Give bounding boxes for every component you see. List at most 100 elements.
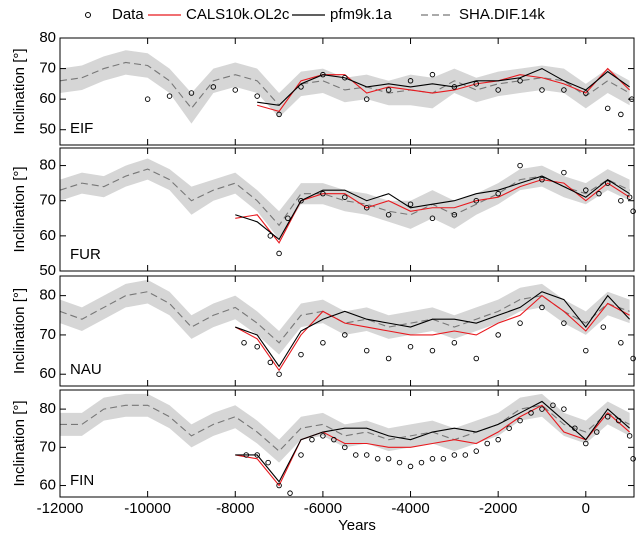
data-point bbox=[320, 190, 326, 197]
data-point bbox=[385, 456, 392, 462]
data-point bbox=[396, 459, 403, 466]
data-point bbox=[210, 84, 217, 90]
data-point bbox=[144, 96, 151, 102]
data-point bbox=[495, 190, 501, 197]
y-axis-label: Inclination [°] bbox=[11, 48, 28, 134]
model-line bbox=[59, 61, 630, 110]
data-point bbox=[583, 187, 589, 193]
y-axis-label: Inclination [°] bbox=[11, 288, 28, 374]
data-point bbox=[451, 212, 458, 218]
y-tick-label: 80 bbox=[39, 157, 56, 174]
panel-label: FIN bbox=[70, 472, 94, 489]
panel bbox=[59, 158, 636, 257]
x-tick-label: -4000 bbox=[391, 500, 429, 517]
data-point bbox=[298, 197, 304, 204]
data-point bbox=[342, 332, 348, 338]
y-tick-label: 80 bbox=[39, 400, 56, 417]
data-point bbox=[630, 355, 636, 362]
data-point bbox=[276, 371, 282, 377]
data-point bbox=[626, 433, 633, 439]
data-point bbox=[385, 212, 392, 218]
data-point bbox=[626, 194, 633, 200]
data-point bbox=[276, 250, 282, 257]
panel-frame bbox=[59, 389, 635, 498]
data-point bbox=[342, 194, 348, 200]
data-point bbox=[473, 448, 480, 454]
data-point bbox=[451, 84, 458, 90]
data-point bbox=[243, 452, 249, 458]
data-point bbox=[561, 320, 567, 326]
data-point bbox=[630, 456, 636, 462]
model-line bbox=[257, 67, 630, 106]
data-point bbox=[618, 340, 624, 346]
panel bbox=[59, 279, 636, 377]
data-point bbox=[166, 93, 173, 99]
legend-label: CALS10k.OL2c bbox=[186, 6, 290, 23]
y-tick-label: 60 bbox=[39, 365, 56, 382]
data-point bbox=[451, 340, 458, 346]
data-point bbox=[440, 456, 447, 462]
data-point bbox=[407, 463, 414, 470]
data-point bbox=[320, 340, 326, 346]
data-point bbox=[267, 359, 274, 366]
data-point bbox=[407, 201, 414, 207]
data-point bbox=[298, 351, 304, 358]
data-point bbox=[528, 410, 534, 416]
data-point bbox=[561, 87, 567, 93]
y-tick-label: 60 bbox=[39, 477, 56, 494]
data-point bbox=[429, 347, 436, 354]
data-point bbox=[594, 429, 600, 435]
data-point bbox=[451, 452, 458, 458]
data-point bbox=[517, 320, 523, 326]
y-tick-label: 80 bbox=[39, 29, 56, 46]
y-axis-label: Inclination [°] bbox=[11, 166, 28, 252]
data-point bbox=[353, 452, 359, 458]
data-point bbox=[506, 425, 512, 431]
data-point bbox=[600, 324, 607, 330]
data-point bbox=[604, 414, 611, 420]
data-point bbox=[320, 433, 326, 439]
data-point bbox=[254, 93, 260, 99]
data-point bbox=[561, 406, 567, 412]
data-point bbox=[407, 343, 414, 350]
panel bbox=[59, 50, 635, 124]
data-point bbox=[484, 440, 490, 447]
data-point bbox=[615, 417, 622, 424]
model-line bbox=[59, 168, 630, 227]
data-point bbox=[320, 71, 326, 78]
data-point bbox=[539, 176, 545, 183]
panel-label: EIF bbox=[70, 120, 93, 137]
data-point bbox=[618, 111, 624, 118]
x-tick-label: -6000 bbox=[304, 500, 342, 517]
data-point bbox=[287, 490, 293, 496]
legend-symbol bbox=[85, 12, 91, 18]
data-point bbox=[342, 444, 348, 451]
data-point bbox=[618, 197, 624, 204]
data-point bbox=[385, 355, 392, 362]
data-point bbox=[550, 402, 556, 409]
model-line bbox=[59, 291, 630, 344]
y-tick-label: 50 bbox=[39, 121, 56, 138]
data-point bbox=[473, 197, 480, 204]
data-point bbox=[241, 340, 247, 346]
data-point bbox=[285, 215, 291, 222]
data-point bbox=[363, 452, 370, 458]
model-line bbox=[235, 294, 630, 372]
panel bbox=[60, 393, 636, 496]
data-point bbox=[517, 162, 523, 169]
data-point bbox=[495, 332, 501, 338]
data-point bbox=[385, 87, 392, 93]
data-point bbox=[495, 436, 501, 443]
y-tick-label: 70 bbox=[39, 326, 56, 343]
y-tick-label: 70 bbox=[39, 60, 56, 77]
uncertainty-band bbox=[60, 50, 630, 124]
data-point bbox=[298, 84, 304, 90]
data-point bbox=[583, 347, 589, 354]
data-point bbox=[254, 343, 260, 350]
data-point bbox=[539, 87, 545, 93]
data-point bbox=[418, 459, 425, 466]
data-point bbox=[429, 456, 436, 462]
x-tick-label: -10000 bbox=[124, 500, 171, 517]
y-tick-label: 60 bbox=[39, 90, 56, 107]
data-point bbox=[232, 87, 239, 93]
